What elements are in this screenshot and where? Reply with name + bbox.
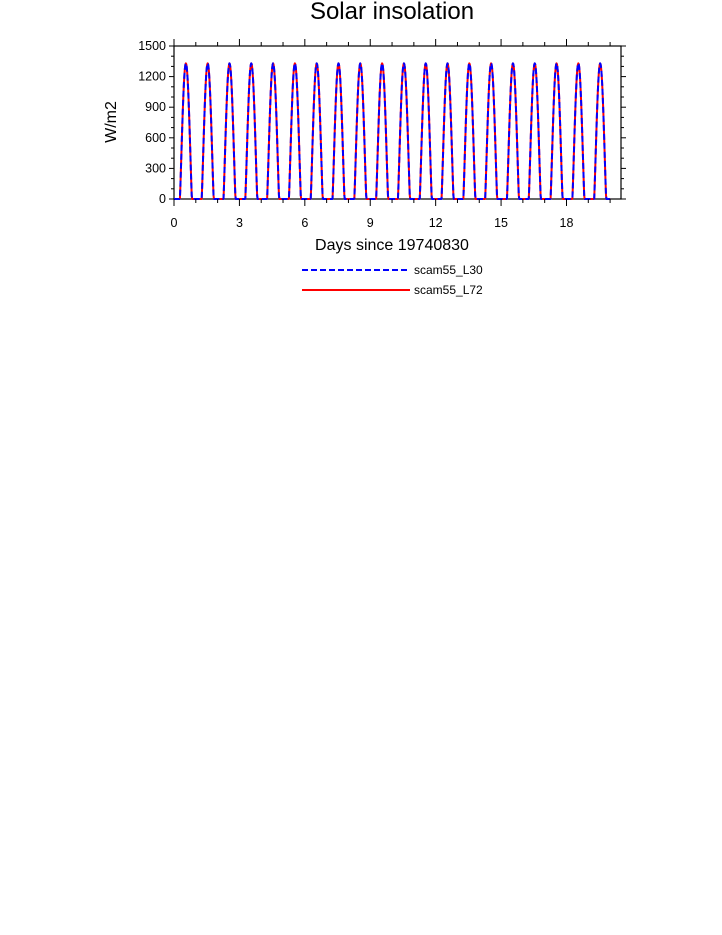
x-tick-label: 0 [171, 216, 178, 230]
y-tick-label: 1500 [138, 39, 166, 53]
x-axis-label: Days since 19740830 [315, 237, 469, 254]
legend: scam55_L30 scam55_L72 [302, 263, 483, 297]
chart-title: Solar insolation [310, 0, 474, 25]
x-tick-label: 12 [429, 216, 443, 230]
x-tick-label: 18 [560, 216, 574, 230]
y-tick-label: 1200 [138, 70, 166, 84]
y-axis-ticks: 0 300 600 900 1200 1500 [138, 39, 626, 206]
x-tick-label: 9 [367, 216, 374, 230]
legend-label-scam55-l30: scam55_L30 [414, 263, 483, 277]
y-tick-label: 300 [145, 161, 166, 175]
x-tick-label: 6 [301, 216, 308, 230]
legend-label-scam55-l72: scam55_L72 [414, 283, 483, 297]
x-tick-label: 3 [236, 216, 243, 230]
series-line-scam55-l30 [173, 62, 611, 200]
x-tick-label: 15 [494, 216, 508, 230]
y-axis-label: W/m2 [103, 101, 120, 143]
x-axis-ticks: 0 3 6 9 12 15 18 [171, 39, 611, 230]
plot-area [173, 45, 622, 200]
y-tick-label: 600 [145, 131, 166, 145]
y-tick-label: 900 [145, 100, 166, 114]
series-line-scam55-l72 [173, 62, 611, 200]
y-tick-label: 0 [159, 192, 166, 206]
